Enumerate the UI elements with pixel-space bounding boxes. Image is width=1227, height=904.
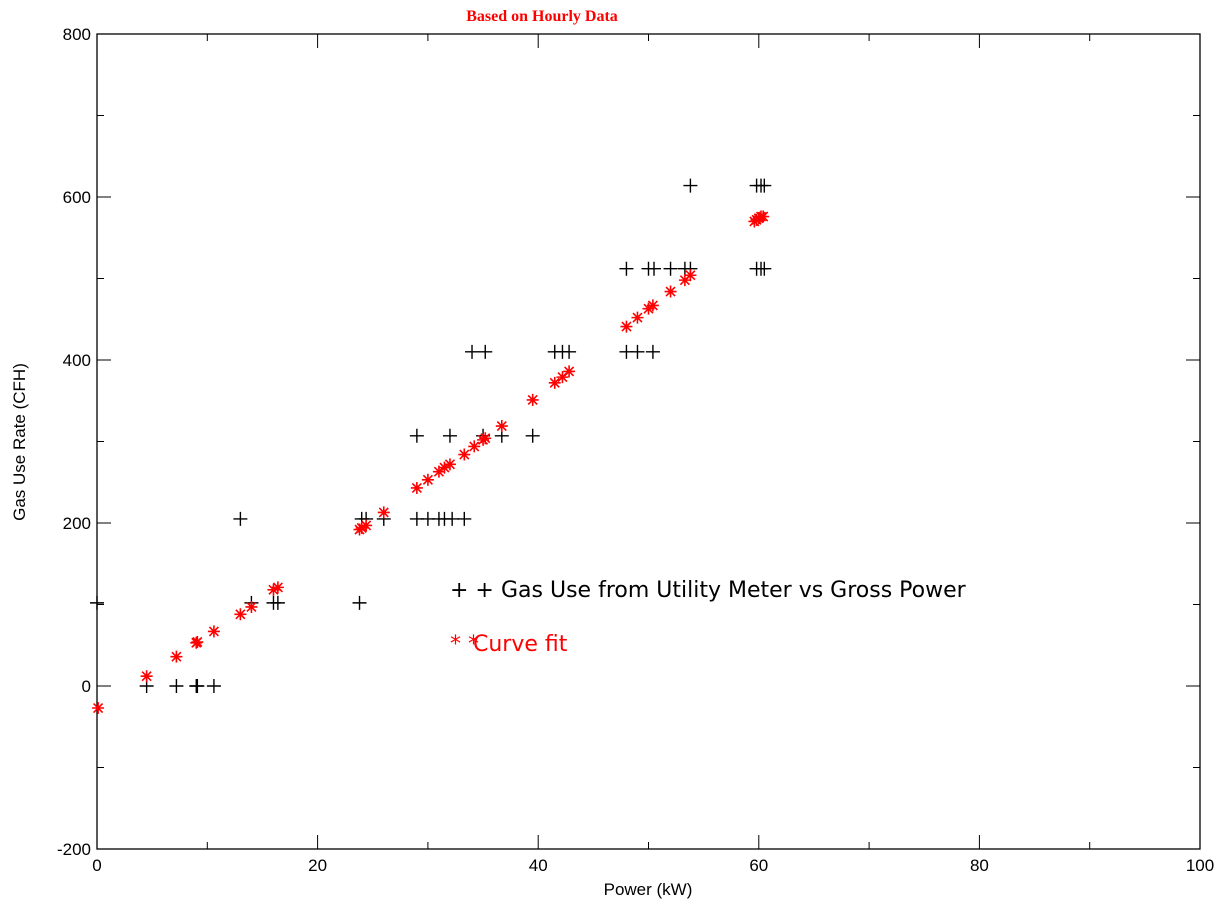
data-point-star (438, 461, 451, 474)
x-tick-label: 20 (308, 856, 327, 875)
data-point-plus (445, 511, 460, 526)
data-point-plus (442, 428, 457, 443)
legend-label-meter: Gas Use from Utility Meter vs Gross Powe… (501, 578, 967, 603)
x-tick-label: 0 (92, 856, 101, 875)
data-point-star (360, 519, 373, 532)
data-point-star (548, 376, 561, 389)
series-meter (90, 178, 772, 693)
y-tick-label: -200 (57, 840, 91, 859)
data-point-plus (647, 261, 662, 276)
legend-marker-fit: * * (450, 632, 479, 657)
data-point-plus (630, 344, 645, 359)
data-point-star (421, 473, 434, 486)
data-point-plus (478, 344, 493, 359)
data-point-plus (562, 344, 577, 359)
data-point-star (458, 448, 471, 461)
data-point-star (207, 625, 220, 638)
data-point-star (377, 506, 390, 519)
y-tick-label: 0 (82, 677, 91, 696)
data-point-plus (409, 428, 424, 443)
axis-ticks (96, 33, 1201, 850)
data-point-star (410, 481, 423, 494)
y-tick-label: 600 (63, 188, 91, 207)
data-point-star (191, 635, 204, 648)
y-axis-title: Gas Use Rate (CFH) (10, 363, 29, 521)
data-point-plus (90, 595, 104, 610)
x-tick-label: 40 (529, 856, 548, 875)
data-point-star (267, 583, 280, 596)
data-point-star (556, 371, 569, 384)
data-point-plus (190, 679, 205, 693)
data-point-star (620, 320, 633, 333)
data-point-star (271, 581, 284, 594)
data-point-star (642, 302, 655, 315)
data-point-star (92, 702, 105, 715)
data-point-star (664, 285, 677, 298)
x-tick-label: 80 (970, 856, 989, 875)
data-point-star (355, 521, 368, 534)
plot-area-frame (96, 33, 1201, 850)
y-tick-label: 800 (63, 25, 91, 44)
data-point-plus (465, 344, 480, 359)
series-curve-fit (92, 210, 770, 715)
data-point-plus (352, 595, 367, 610)
data-series-layer (90, 178, 772, 715)
data-point-star (479, 432, 492, 445)
legend: + + Gas Use from Utility Meter vs Gross … (450, 578, 967, 657)
data-point-plus (757, 261, 772, 276)
data-point-plus (206, 679, 221, 693)
data-point-plus (457, 511, 472, 526)
data-point-plus (169, 679, 184, 693)
y-tick-label: 400 (63, 351, 91, 370)
data-point-plus (757, 178, 772, 193)
data-point-star (234, 608, 247, 621)
data-point-plus (233, 511, 248, 526)
x-tick-label: 100 (1186, 856, 1214, 875)
x-axis-title: Power (kW) (604, 880, 693, 899)
data-point-star (170, 650, 183, 663)
data-point-star (495, 420, 508, 433)
legend-marker-meter: + + (450, 578, 494, 603)
chart-title: Based on Hourly Data (466, 8, 618, 25)
data-point-star (140, 670, 153, 683)
data-point-star (563, 365, 576, 378)
data-point-star (468, 440, 481, 453)
data-point-plus (663, 261, 678, 276)
data-point-star (245, 600, 258, 613)
x-tick-label: 60 (749, 856, 768, 875)
data-point-star (432, 465, 445, 478)
data-point-star (646, 299, 659, 312)
x-axis-tick-labels: 0 20 40 60 80 100 (92, 856, 1214, 875)
data-point-plus (270, 595, 285, 610)
y-tick-label: 200 (63, 514, 91, 533)
data-point-plus (525, 428, 540, 443)
data-point-star (631, 311, 644, 324)
data-point-star (678, 274, 691, 287)
data-point-star (526, 393, 539, 406)
data-point-plus (683, 178, 698, 193)
data-point-plus (619, 261, 634, 276)
legend-label-fit: Curve fit (473, 632, 568, 657)
y-axis-tick-labels: -200 0 200 400 600 800 (57, 25, 91, 859)
data-point-star (443, 458, 456, 471)
data-point-plus (645, 344, 660, 359)
data-point-star (757, 210, 770, 223)
data-point-star (684, 269, 697, 282)
